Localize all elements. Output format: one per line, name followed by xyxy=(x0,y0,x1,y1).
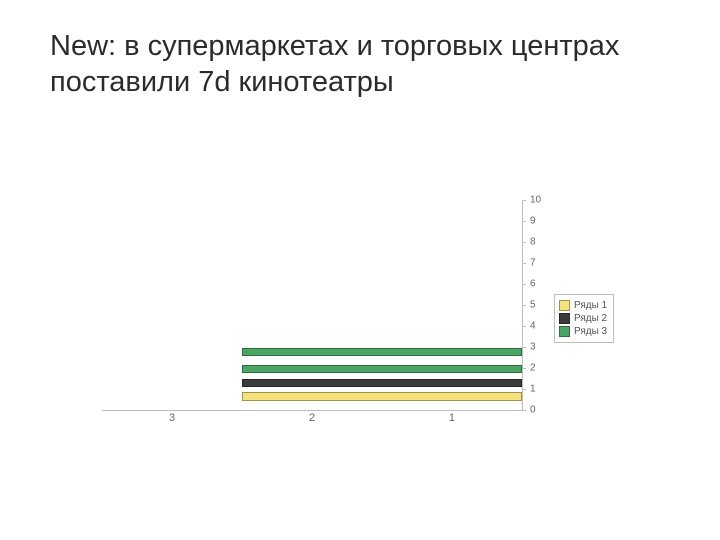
chart-y-tick xyxy=(522,410,526,411)
chart-y-tick-label: 1 xyxy=(530,384,536,395)
chart-x-labels: 3 2 1 xyxy=(102,412,522,432)
chart-y-tick-label: 8 xyxy=(530,237,536,248)
chart-y-tick-label: 10 xyxy=(530,195,541,206)
chart-bar xyxy=(242,379,522,387)
chart-x-tick-label: 3 xyxy=(169,412,175,424)
chart-y-tick-label: 6 xyxy=(530,279,536,290)
chart-y-labels: 012345678910 xyxy=(526,200,546,410)
chart-y-tick-label: 0 xyxy=(530,405,536,416)
chart-legend: Ряды 1Ряды 2Ряды 3 xyxy=(554,294,614,343)
legend-label: Ряды 1 xyxy=(574,299,607,312)
chart-bar xyxy=(242,365,522,373)
chart-plot-area xyxy=(102,200,523,411)
legend-swatch xyxy=(559,326,570,337)
legend-item: Ряды 3 xyxy=(559,325,607,338)
legend-label: Ряды 3 xyxy=(574,325,607,338)
chart-y-tick-label: 9 xyxy=(530,216,536,227)
legend-swatch xyxy=(559,313,570,324)
chart-bar xyxy=(242,392,522,400)
slide: New: в супермаркетах и торговых центрах … xyxy=(0,0,720,540)
legend-item: Ряды 2 xyxy=(559,312,607,325)
chart-y-tick-label: 2 xyxy=(530,363,536,374)
page-title: New: в супермаркетах и торговых центрах … xyxy=(50,28,670,101)
chart-y-tick-label: 7 xyxy=(530,258,536,269)
chart-bar xyxy=(242,348,522,356)
chart: 012345678910 321 Ряды 1Ряды 2Ряды 3 xyxy=(102,200,632,440)
legend-label: Ряды 2 xyxy=(574,312,607,325)
legend-item: Ряды 1 xyxy=(559,299,607,312)
chart-x-tick-label: 1 xyxy=(449,412,455,424)
chart-x-tick-label: 2 xyxy=(309,412,315,424)
chart-y-tick-label: 5 xyxy=(530,300,536,311)
chart-y-tick-label: 3 xyxy=(530,342,536,353)
legend-swatch xyxy=(559,300,570,311)
chart-y-tick-label: 4 xyxy=(530,321,536,332)
